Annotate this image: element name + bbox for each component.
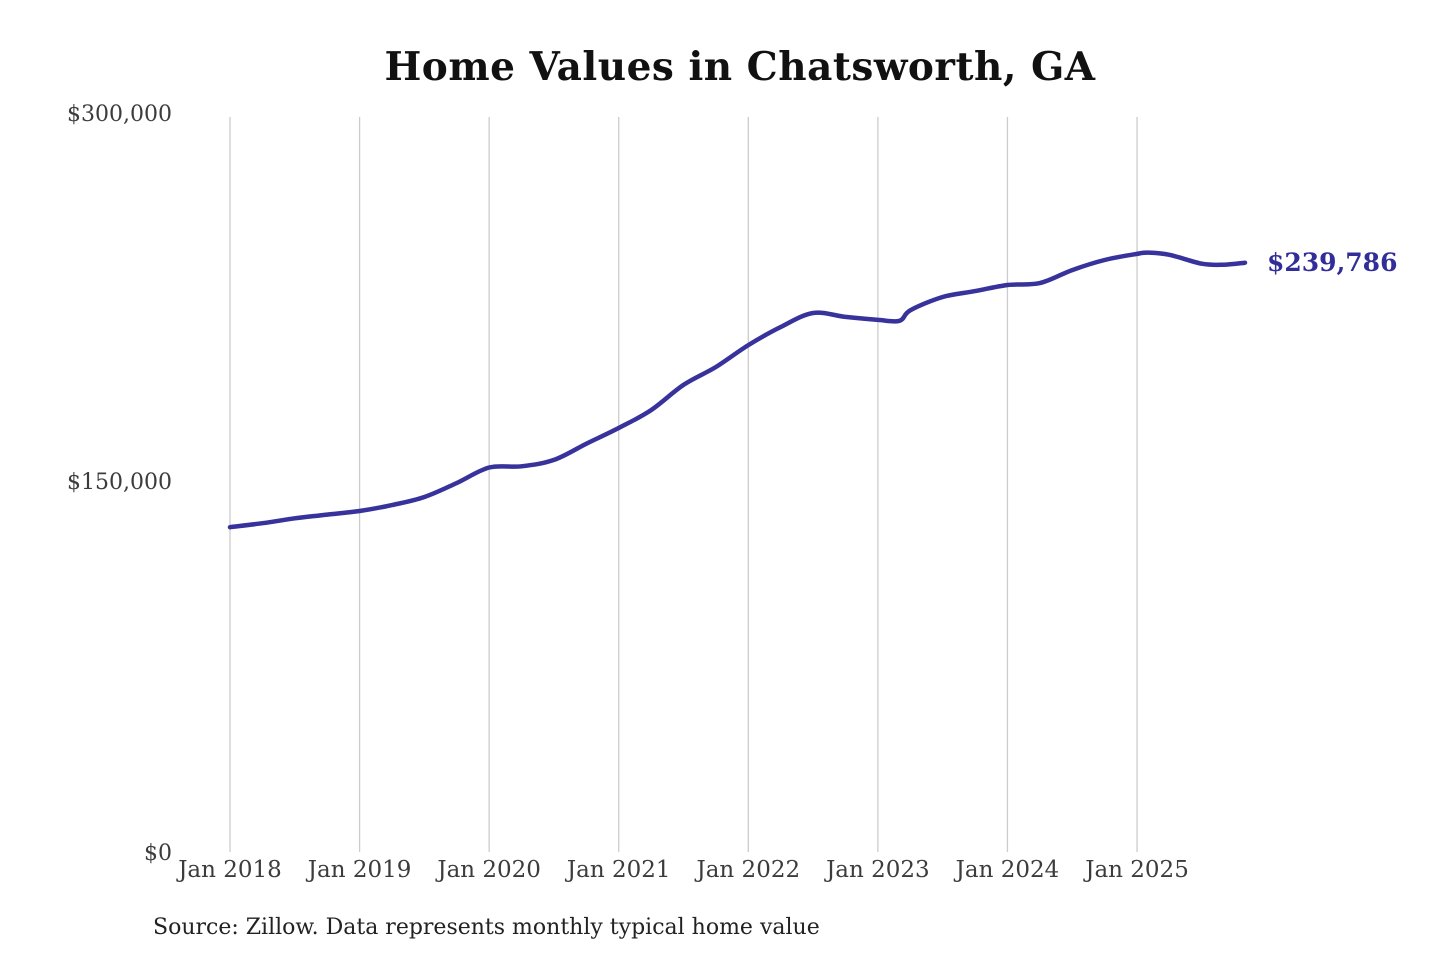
source-note: Source: Zillow. Data represents monthly …: [153, 915, 820, 940]
x-axis-tick-2019: Jan 2019: [307, 857, 412, 883]
y-axis-tick-0: $0: [144, 841, 172, 866]
x-axis-tick-2024: Jan 2024: [955, 857, 1060, 883]
x-axis-tick-2023: Jan 2023: [826, 857, 930, 883]
gridlines: [229, 117, 1138, 852]
x-axis-tick-2021: Jan 2021: [566, 857, 671, 883]
x-axis-tick-2022: Jan 2022: [696, 857, 801, 883]
x-axis-tick-2020: Jan 2020: [437, 857, 541, 883]
chart-title: Home Values in Chatsworth, GA: [384, 44, 1096, 90]
series-line: [227, 250, 1248, 530]
x-axis-tick-2018: Jan 2018: [178, 857, 282, 883]
x-axis-tick-2025: Jan 2025: [1085, 857, 1189, 883]
latest-value-label: $239,786: [1267, 247, 1398, 277]
y-axis-tick-300k: $300,000: [67, 102, 172, 127]
y-axis-tick-150k: $150,000: [67, 470, 172, 495]
